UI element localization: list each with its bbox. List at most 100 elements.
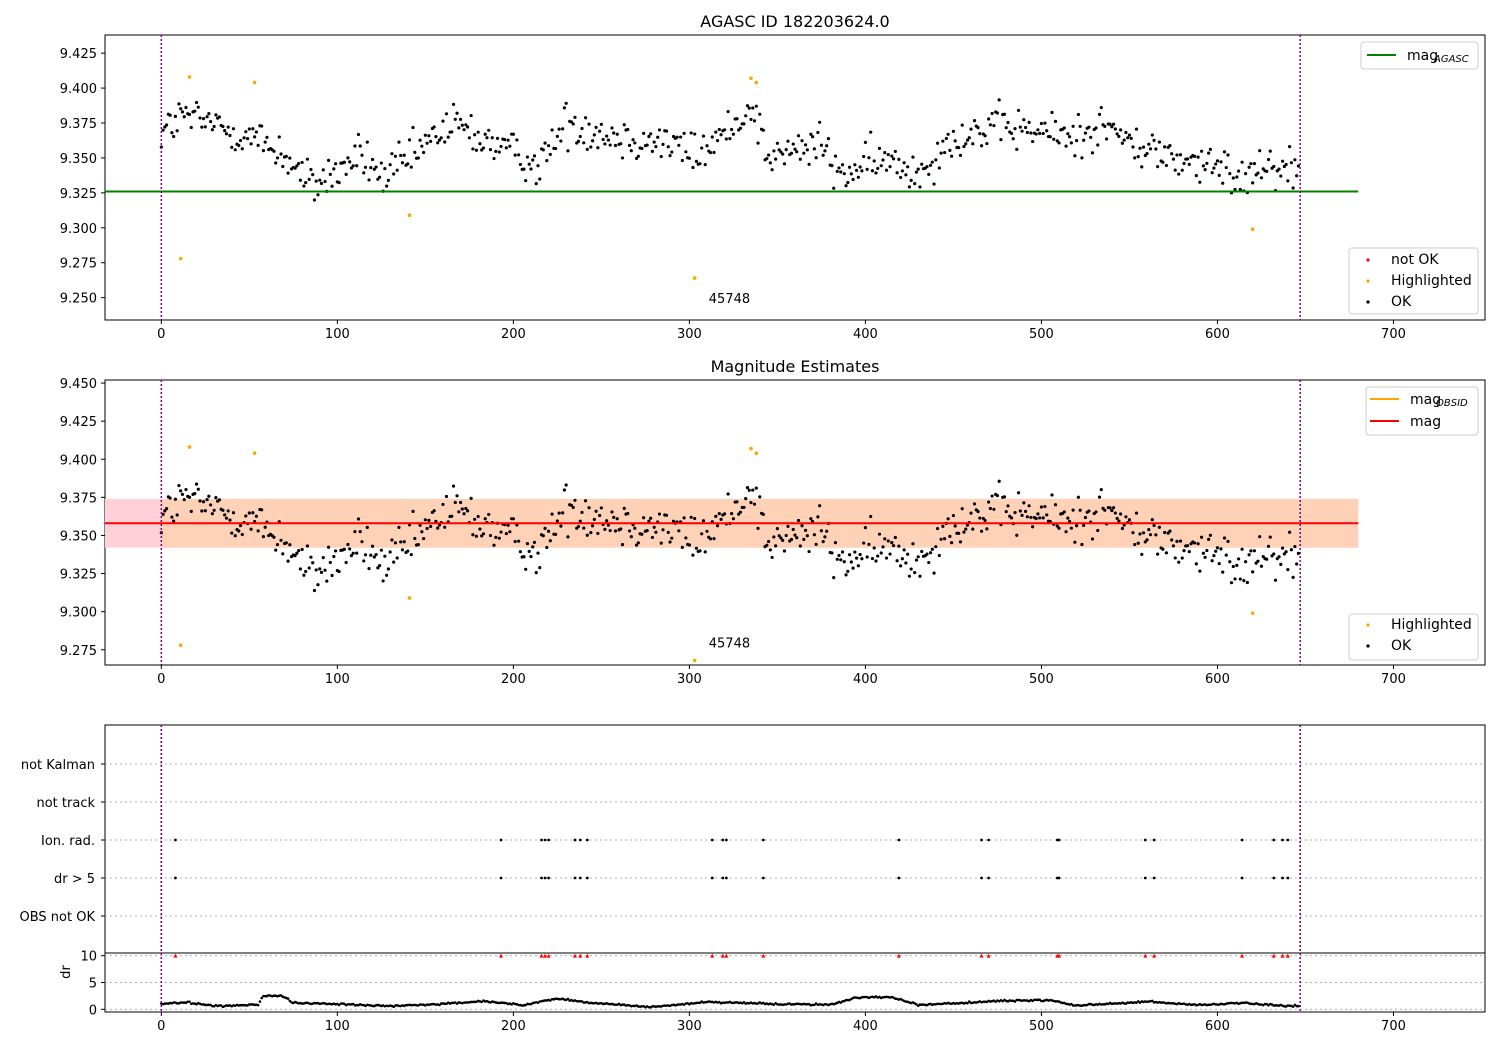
ok-point bbox=[647, 519, 651, 523]
ok-point bbox=[1148, 147, 1153, 151]
ok-point bbox=[165, 507, 169, 511]
ok-point bbox=[476, 130, 480, 134]
ok-point bbox=[302, 184, 306, 188]
ok-point bbox=[770, 168, 774, 172]
ok-point bbox=[615, 517, 619, 521]
ok-point bbox=[1050, 110, 1054, 115]
ok-point bbox=[478, 142, 482, 146]
ok-point bbox=[476, 514, 480, 519]
ok-point bbox=[444, 494, 449, 499]
ok-point bbox=[890, 154, 894, 158]
ok-point bbox=[585, 147, 589, 151]
ok-point bbox=[1062, 510, 1066, 514]
ok-point bbox=[402, 540, 406, 544]
x-tick-label: 100 bbox=[325, 327, 350, 342]
ok-point bbox=[622, 123, 626, 127]
ok-point bbox=[995, 493, 1000, 498]
x-tick-label: 400 bbox=[853, 327, 878, 342]
ok-point bbox=[508, 530, 512, 534]
ok-point bbox=[1078, 124, 1082, 129]
ok-point bbox=[652, 140, 656, 144]
ok-point bbox=[976, 509, 980, 514]
ok-point bbox=[890, 540, 894, 545]
ok-point bbox=[953, 139, 957, 143]
ok-point bbox=[1053, 119, 1058, 123]
ok-point bbox=[1145, 538, 1149, 542]
ok-point bbox=[316, 583, 320, 587]
ok-point bbox=[941, 139, 945, 143]
ok-point bbox=[1235, 175, 1239, 179]
dr-axis-label: dr bbox=[59, 965, 74, 979]
ok-point bbox=[407, 138, 412, 142]
ok-point bbox=[251, 127, 255, 131]
ok-point bbox=[1089, 135, 1093, 139]
flag-point bbox=[174, 838, 177, 842]
ok-point bbox=[353, 530, 357, 534]
ok-point bbox=[619, 142, 623, 146]
ok-point bbox=[914, 170, 919, 174]
ok-point bbox=[555, 519, 559, 523]
ok-point bbox=[965, 138, 970, 142]
ok-point bbox=[196, 487, 200, 491]
ok-point bbox=[1268, 149, 1272, 153]
ok-point bbox=[374, 552, 378, 557]
ok-point bbox=[920, 162, 924, 166]
ok-point bbox=[678, 135, 683, 139]
ok-point bbox=[443, 525, 447, 529]
ok-point bbox=[900, 557, 904, 561]
ok-point bbox=[1157, 525, 1161, 529]
ok-point bbox=[1004, 126, 1008, 130]
y-tick-label: 9.425 bbox=[60, 47, 97, 62]
x-tick-label: 100 bbox=[325, 1019, 350, 1034]
flag-point bbox=[724, 876, 728, 880]
dr-flag-marker bbox=[539, 953, 544, 958]
ok-point bbox=[390, 152, 394, 156]
ok-point bbox=[844, 573, 848, 577]
ok-point bbox=[349, 166, 354, 170]
ok-point bbox=[722, 128, 727, 132]
ok-point bbox=[1182, 161, 1186, 166]
ok-point bbox=[275, 156, 280, 160]
ok-point bbox=[244, 130, 248, 134]
ok-point bbox=[1119, 128, 1123, 132]
ok-point bbox=[173, 497, 178, 501]
y-tick-label: 9.300 bbox=[60, 606, 97, 621]
ok-point bbox=[566, 535, 570, 539]
ok-point bbox=[444, 112, 449, 116]
ok-point bbox=[703, 550, 707, 554]
ok-point bbox=[393, 541, 398, 545]
dr-point bbox=[288, 999, 292, 1003]
ok-point bbox=[943, 150, 947, 155]
ok-point bbox=[860, 557, 864, 561]
highlighted-point bbox=[754, 451, 759, 455]
ok-point bbox=[455, 111, 459, 115]
obsid-annotation: 45748 bbox=[709, 292, 750, 307]
ok-point bbox=[1064, 530, 1068, 534]
dr-flag-marker bbox=[1280, 953, 1285, 958]
ok-point bbox=[1279, 562, 1283, 566]
ok-point bbox=[561, 127, 565, 131]
ok-point bbox=[664, 513, 669, 517]
ok-point bbox=[201, 500, 206, 504]
dr-flag-marker bbox=[543, 953, 548, 958]
ok-point bbox=[705, 529, 709, 533]
ok-point bbox=[710, 135, 714, 139]
ok-point bbox=[965, 523, 970, 527]
ok-point bbox=[1097, 495, 1102, 499]
ok-point bbox=[576, 139, 581, 144]
ok-point bbox=[884, 556, 889, 560]
ok-point bbox=[210, 128, 214, 132]
ok-point bbox=[863, 140, 868, 144]
ok-point bbox=[967, 136, 971, 140]
ok-point bbox=[420, 530, 424, 534]
ok-point bbox=[1020, 513, 1024, 518]
ok-point bbox=[835, 169, 839, 174]
y-tick-label: 9.450 bbox=[60, 377, 97, 392]
ok-point bbox=[1027, 120, 1031, 124]
ok-point bbox=[1069, 526, 1073, 530]
ok-point bbox=[846, 569, 850, 574]
ok-point bbox=[247, 127, 251, 131]
ok-point bbox=[1136, 541, 1140, 545]
ok-point bbox=[874, 559, 878, 563]
ok-point bbox=[587, 122, 591, 126]
